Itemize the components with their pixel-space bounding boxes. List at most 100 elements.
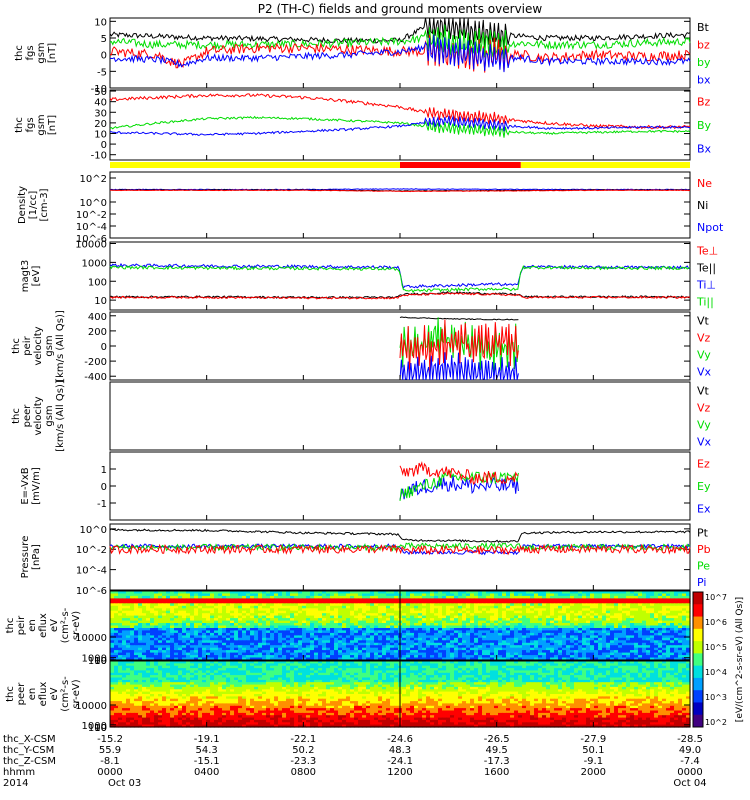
heatmap-cell [438,623,443,627]
heatmap-cell [378,620,383,624]
heatmap-cell [490,608,495,612]
heatmap-cell [214,628,219,632]
heatmap-cell [114,635,119,639]
heatmap-cell [346,600,351,604]
heatmap-cell [322,628,327,632]
heatmap-cell [530,632,535,636]
heatmap-cell [258,655,263,659]
heatmap-cell [538,623,543,627]
heatmap-cell [546,595,551,599]
heatmap-cell [186,595,191,599]
heatmap-cell [214,661,219,664]
heatmap-cell [426,595,431,599]
heatmap-cell [310,640,315,644]
series-line-Ex [399,475,519,501]
heatmap-cell [430,650,435,654]
heatmap-cell [154,663,159,667]
heatmap-cell [122,595,127,599]
heatmap-cell [298,600,303,604]
heatmap-cell [590,630,595,634]
heatmap-cell [402,600,407,604]
heatmap-cell [378,642,383,646]
heatmap-cell [210,650,215,654]
heatmap-cell [486,630,491,634]
heatmap-cell [166,642,171,646]
heatmap-cell [122,600,127,604]
heatmap-cell [634,595,639,599]
heatmap-cell [470,632,475,636]
heatmap-cell [350,593,355,597]
heatmap-cell [642,668,647,672]
heatmap-cell [286,657,291,661]
heatmap-cell [322,647,327,651]
heatmap-cell [530,647,535,651]
heatmap-cell [510,620,515,624]
heatmap-cell [274,598,279,602]
heatmap-cell [566,637,571,641]
heatmap-cell [314,637,319,641]
heatmap-cell [422,613,427,617]
heatmap-cell [270,620,275,624]
heatmap-cell [370,610,375,614]
heatmap-cell [438,630,443,634]
heatmap-cell [670,603,675,607]
heatmap-cell [602,593,607,597]
heatmap-cell [662,600,667,604]
heatmap-cell [450,637,455,641]
heatmap-cell [134,665,139,669]
heatmap-cell [170,665,175,669]
heatmap-cell [418,647,423,651]
heatmap-cell [510,595,515,599]
heatmap-cell [670,610,675,614]
heatmap-cell [614,661,619,664]
heatmap-cell [598,632,603,636]
heatmap-cell [370,598,375,602]
heatmap-cell [110,670,115,674]
heatmap-cell [378,623,383,627]
heatmap-cell [638,608,643,612]
heatmap-cell [686,623,691,627]
heatmap-cell [170,603,175,607]
heatmap-cell [466,632,471,636]
heatmap-cell [518,635,523,639]
heatmap-cell [686,632,691,636]
heatmap-cell [574,668,579,672]
heatmap-cell [258,650,263,654]
heatmap-cell [498,595,503,599]
heatmap-cell [302,630,307,634]
heatmap-cell [486,610,491,614]
heatmap-cell [466,615,471,619]
heatmap-cell [478,603,483,607]
heatmap-cell [366,603,371,607]
heatmap-cell [626,605,631,609]
heatmap-cell [210,610,215,614]
heatmap-cell [250,600,255,604]
heatmap-cell [174,640,179,644]
series-line-by [109,24,691,60]
heatmap-cell [362,635,367,639]
heatmap-cell [318,661,323,664]
heatmap-cell [158,593,163,597]
heatmap-cell [666,655,671,659]
y-tick-label: 100 [88,656,107,667]
heatmap-cell [142,640,147,644]
heatmap-cell [546,598,551,602]
heatmap-cell [362,647,367,651]
heatmap-cell [526,640,531,644]
heatmap-cell [598,618,603,622]
heatmap-cell [358,610,363,614]
heatmap-cell [258,640,263,644]
heatmap-cell [618,605,623,609]
heatmap-cell [566,600,571,604]
heatmap-cell [562,615,567,619]
legend-item-Ey: Ey [697,480,711,493]
heatmap-cell [566,610,571,614]
heatmap-cell [290,595,295,599]
heatmap-cell [178,632,183,636]
heatmap-cell [274,605,279,609]
heatmap-cell [126,618,131,622]
heatmap-cell [446,650,451,654]
heatmap-cell [334,647,339,651]
heatmap-cell [438,615,443,619]
heatmap-cell [146,613,151,617]
